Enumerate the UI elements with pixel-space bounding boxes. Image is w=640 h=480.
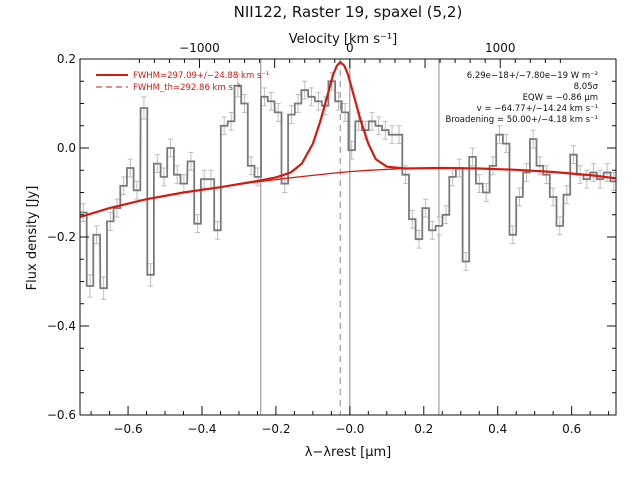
top-axis-label: Velocity [km s⁻¹] [289,32,397,47]
x-tick-label: 0.4 [488,422,507,436]
x-axis: −0.6 −0.4 −0.2 −0.0 0.2 0.4 0.6 [90,406,610,436]
velocity-axis: −1000 0 1000 [138,41,561,68]
annotation-velocity: v = −64.77+/−14.24 km s⁻¹ [477,104,598,114]
line-fit [79,61,617,219]
flux-spectrum [80,80,616,290]
y-tick-label: −0.2 [47,230,76,244]
legend-label-fwhm-th: FWHM_th=292.86 km s⁻¹ [133,83,241,93]
x-tick-label: 0.2 [414,422,433,436]
y-axis-label: Flux density [Jy] [25,186,40,291]
velocity-tick-label: 1000 [485,41,516,55]
x-axis-label: λ−λrest [μm] [305,445,391,460]
reference-lines [260,59,440,415]
x-tick-label: −0.4 [187,422,216,436]
y-tick-label: 0.2 [57,52,76,66]
legend-label-fwhm: FWHM=297.09+/−24.88 km s⁻¹ [133,71,269,81]
x-tick-label: −0.2 [261,422,290,436]
y-axis: −0.6 −0.4 −0.2 0.0 0.2 [47,52,616,422]
fit-annotations: 6.29e−18+/−7.80e−19 W m⁻² 8.05σ EQW = −0… [445,71,598,125]
annotation-broadening: Broadening = 50.00+/−4.18 km s⁻¹ [445,115,598,125]
y-tick-label: −0.6 [47,408,76,422]
velocity-tick-label: 0 [346,41,354,55]
annotation-sigma: 8.05σ [574,82,599,92]
chart-title: NII122, Raster 19, spaxel (5,2) [234,3,463,21]
annotation-eqw: EQW = −0.86 μm [523,93,598,103]
legend: FWHM=297.09+/−24.88 km s⁻¹ FWHM_th=292.8… [96,71,269,93]
velocity-tick-label: −1000 [179,41,220,55]
x-tick-label: −0.6 [113,422,142,436]
y-tick-label: 0.0 [57,141,76,155]
x-tick-label: −0.0 [335,422,364,436]
y-tick-label: −0.4 [47,319,76,333]
data-series [79,61,617,300]
x-tick-label: 0.6 [562,422,581,436]
annotation-flux: 6.29e−18+/−7.80e−19 W m⁻² [467,71,598,81]
